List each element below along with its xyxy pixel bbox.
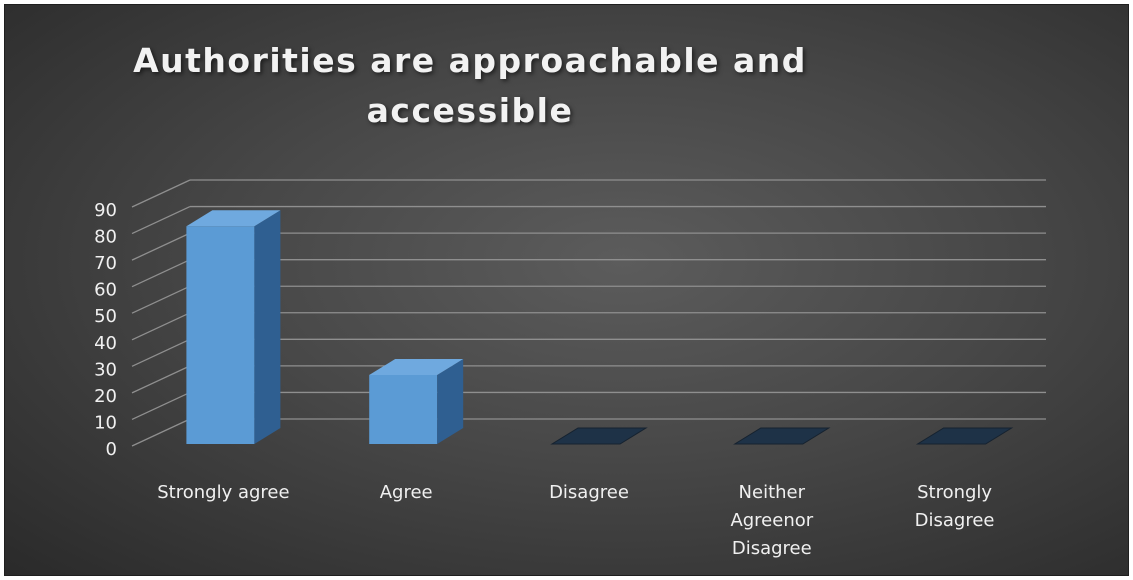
gridline-side bbox=[131, 365, 191, 394]
gridline-side bbox=[131, 418, 191, 447]
y-tick-label: 40 bbox=[94, 333, 117, 354]
x-tick-label-line: Strongly agree bbox=[157, 482, 289, 503]
x-tick-label-line: Disagree bbox=[732, 538, 812, 559]
bar-side-face bbox=[437, 358, 464, 444]
y-tick-label: 80 bbox=[94, 227, 117, 248]
bar bbox=[369, 358, 464, 444]
gridline-side bbox=[131, 391, 191, 421]
gridline-side bbox=[131, 338, 191, 367]
bar-top-face bbox=[369, 358, 464, 375]
x-tick-label: Neither Agreenor Disagree bbox=[730, 482, 813, 559]
bar-top-face bbox=[186, 210, 281, 227]
x-tick-label-line: Agreenor bbox=[730, 510, 813, 531]
x-tick-label: Disagree bbox=[549, 482, 629, 503]
bar-base bbox=[733, 427, 831, 445]
bars bbox=[186, 210, 1014, 445]
y-tick-label: 0 bbox=[106, 439, 117, 460]
gridline-side bbox=[131, 179, 191, 208]
x-tick-label: Strongly agree bbox=[157, 482, 289, 503]
gridline-side bbox=[131, 285, 191, 314]
x-tick-label-line: Neither bbox=[739, 482, 806, 503]
bar-base bbox=[915, 427, 1014, 445]
bar bbox=[550, 427, 648, 445]
gridlines bbox=[131, 179, 1046, 447]
y-tick-label: 30 bbox=[94, 359, 117, 380]
gridline-side bbox=[131, 312, 191, 341]
gridline-side bbox=[131, 259, 191, 288]
gridline-side bbox=[131, 205, 191, 235]
x-tick-label-line: Agree bbox=[380, 482, 433, 503]
y-tick-label: 10 bbox=[94, 412, 117, 433]
bar-base bbox=[550, 427, 648, 445]
x-tick-label-line: Strongly bbox=[917, 482, 992, 503]
bar-front-face bbox=[186, 226, 255, 444]
chart-title: Authorities are approachable and accessi… bbox=[133, 41, 807, 130]
bar bbox=[915, 427, 1014, 445]
bar-side-face bbox=[254, 210, 281, 444]
y-tick-label: 50 bbox=[94, 306, 117, 327]
y-tick-label: 70 bbox=[94, 253, 117, 274]
bar-front-face bbox=[369, 374, 438, 444]
y-tick-label: 90 bbox=[94, 200, 117, 221]
x-tick-label: Strongly Disagree bbox=[915, 482, 995, 531]
gridline-side bbox=[131, 232, 191, 261]
bar bbox=[733, 427, 831, 445]
y-tick-label: 60 bbox=[94, 280, 117, 301]
bar bbox=[186, 210, 281, 444]
x-tick-label-line: Disagree bbox=[915, 510, 995, 531]
y-tick-label: 20 bbox=[94, 386, 117, 407]
x-tick-label: Agree bbox=[380, 482, 433, 503]
x-tick-label-line: Disagree bbox=[549, 482, 629, 503]
x-axis-category-labels: Strongly agree Agree Disagree Neither Agreen… bbox=[157, 482, 994, 559]
y-axis-tick-labels: 0 10 20 30 40 50 60 70 80 90 bbox=[94, 200, 117, 460]
